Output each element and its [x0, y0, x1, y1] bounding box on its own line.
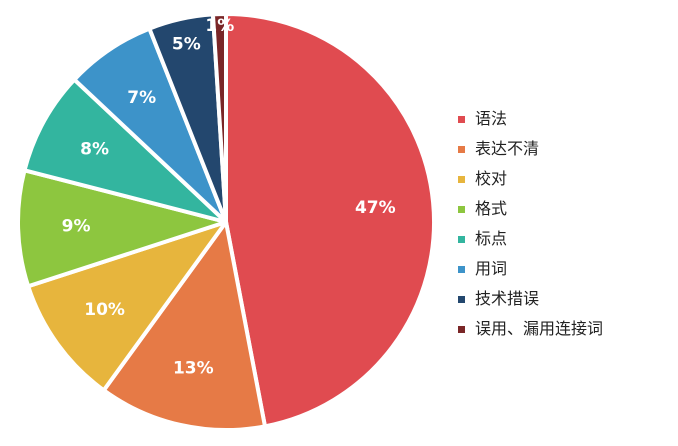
legend-swatch-word-choice: [458, 265, 465, 273]
legend-label-word-choice: 用词: [475, 259, 508, 278]
legend-swatch-proofreading: [458, 175, 465, 183]
legend-item-word-choice: 用词: [458, 254, 668, 284]
legend-label-punctuation: 标点: [475, 229, 508, 248]
data-label-grammar: 47%: [355, 198, 396, 218]
legend-swatch-technical-error: [458, 295, 465, 303]
data-label-proofreading: 10%: [84, 300, 125, 320]
data-label-word-choice: 7%: [127, 88, 156, 108]
pie-slice-punctuation: [22, 77, 228, 224]
legend-item-grammar: 语法: [458, 104, 668, 134]
legend-label-connector-misuse: 误用、漏用连接词: [475, 319, 604, 338]
legend-label-proofreading: 校对: [475, 169, 508, 188]
pie-slice-connector-misuse: [210, 11, 228, 224]
legend-swatch-connector-misuse: [458, 325, 465, 333]
data-label-punctuation: 8%: [80, 140, 109, 160]
legend-swatch-grammar: [458, 115, 465, 123]
data-label-unclear-expression: 13%: [173, 358, 214, 378]
pie-slice-format: [16, 168, 228, 289]
legend-item-unclear-expression: 表达不清: [458, 134, 668, 164]
data-label-technical-error: 5%: [172, 34, 201, 54]
data-label-connector-misuse: 1%: [205, 16, 234, 36]
legend-swatch-format: [458, 205, 465, 213]
legend-label-grammar: 语法: [475, 109, 508, 128]
legend-item-connector-misuse: 误用、漏用连接词: [458, 314, 668, 344]
legend-label-unclear-expression: 表达不清: [475, 139, 540, 158]
legend-item-punctuation: 标点: [458, 224, 668, 254]
chart-legend: 语法 表达不清 校对 格式 标点 用词 技术措误 误用、漏用连接词: [458, 104, 668, 344]
pie-slice-proofreading: [26, 220, 228, 393]
pie-slice-unclear-expression: [101, 220, 267, 432]
data-label-format: 9%: [62, 217, 91, 237]
legend-label-technical-error: 技术措误: [475, 289, 540, 308]
legend-item-proofreading: 校对: [458, 164, 668, 194]
legend-swatch-unclear-expression: [458, 145, 465, 153]
legend-item-format: 格式: [458, 194, 668, 224]
legend-item-technical-error: 技术措误: [458, 284, 668, 314]
legend-label-format: 格式: [475, 199, 508, 218]
legend-swatch-punctuation: [458, 235, 465, 243]
pie-slice-grammar: [224, 12, 436, 429]
